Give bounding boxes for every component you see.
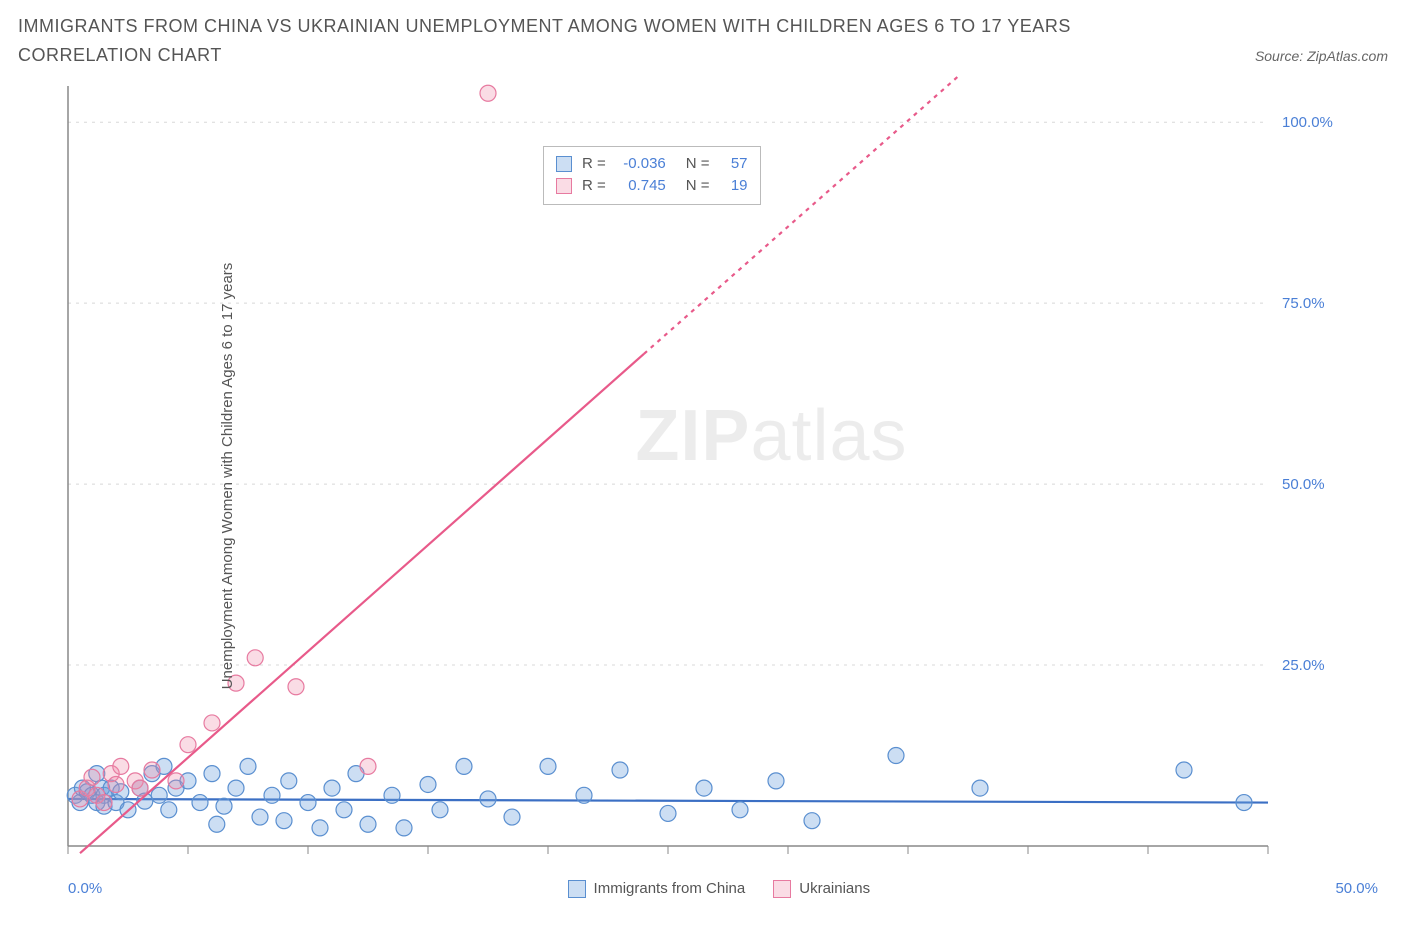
data-point bbox=[96, 794, 112, 810]
data-point bbox=[288, 678, 304, 694]
header-row: IMMIGRANTS FROM CHINA VS UKRAINIAN UNEMP… bbox=[18, 12, 1388, 70]
data-point bbox=[480, 791, 496, 807]
data-point bbox=[480, 85, 496, 101]
data-point bbox=[384, 787, 400, 803]
legend-swatch bbox=[568, 880, 586, 898]
data-point bbox=[247, 649, 263, 665]
data-point bbox=[360, 758, 376, 774]
x-axis-footer: 0.0% Immigrants from China Ukrainians 50.… bbox=[18, 880, 1388, 898]
y-tick-label: 25.0% bbox=[1282, 657, 1325, 674]
data-point bbox=[192, 794, 208, 810]
legend-label: Immigrants from China bbox=[594, 880, 746, 897]
correlation-stats-box: R = -0.036 N = 57 R = 0.745 N = 19 bbox=[543, 146, 761, 205]
data-point bbox=[312, 819, 328, 835]
data-point bbox=[113, 758, 129, 774]
data-point bbox=[612, 762, 628, 778]
data-point bbox=[504, 809, 520, 825]
data-point bbox=[1236, 794, 1252, 810]
data-point bbox=[276, 812, 292, 828]
y-tick-label: 75.0% bbox=[1282, 295, 1325, 312]
n-label: N = bbox=[686, 153, 710, 176]
trend-line-extrapolated bbox=[644, 76, 980, 354]
x-axis-max-label: 50.0% bbox=[1335, 880, 1378, 897]
stats-row: R = -0.036 N = 57 bbox=[556, 153, 748, 176]
data-point bbox=[180, 736, 196, 752]
trend-line bbox=[68, 799, 1268, 803]
x-axis-min-label: 0.0% bbox=[68, 880, 102, 897]
n-value: 57 bbox=[720, 153, 748, 176]
series-legend: Immigrants from China Ukrainians bbox=[568, 880, 871, 898]
data-point bbox=[888, 747, 904, 763]
data-point bbox=[540, 758, 556, 774]
data-point bbox=[420, 776, 436, 792]
data-point bbox=[228, 780, 244, 796]
data-point bbox=[84, 769, 100, 785]
data-point bbox=[151, 787, 167, 803]
series-swatch bbox=[556, 156, 572, 172]
r-label: R = bbox=[582, 175, 606, 198]
n-value: 19 bbox=[720, 175, 748, 198]
data-point bbox=[108, 776, 124, 792]
data-point bbox=[144, 762, 160, 778]
source-attribution: Source: ZipAtlas.com bbox=[1255, 48, 1388, 70]
r-label: R = bbox=[582, 153, 606, 176]
data-point bbox=[804, 812, 820, 828]
data-point bbox=[768, 772, 784, 788]
y-tick-label: 100.0% bbox=[1282, 114, 1333, 131]
data-point bbox=[396, 819, 412, 835]
r-value: -0.036 bbox=[616, 153, 666, 176]
chart-title: IMMIGRANTS FROM CHINA VS UKRAINIAN UNEMP… bbox=[18, 12, 1118, 70]
legend-label: Ukrainians bbox=[799, 880, 870, 897]
data-point bbox=[209, 816, 225, 832]
legend-item: Immigrants from China bbox=[568, 880, 746, 898]
data-point bbox=[360, 816, 376, 832]
legend-item: Ukrainians bbox=[773, 880, 870, 898]
data-point bbox=[1176, 762, 1192, 778]
data-point bbox=[240, 758, 256, 774]
chart-container: Unemployment Among Women with Children A… bbox=[18, 76, 1388, 876]
data-point bbox=[252, 809, 268, 825]
y-axis-label: Unemployment Among Women with Children A… bbox=[219, 262, 236, 689]
data-point bbox=[161, 801, 177, 817]
data-point bbox=[300, 794, 316, 810]
data-point bbox=[204, 715, 220, 731]
data-point bbox=[732, 801, 748, 817]
data-point bbox=[336, 801, 352, 817]
series-swatch bbox=[556, 178, 572, 194]
data-point bbox=[281, 772, 297, 788]
data-point bbox=[432, 801, 448, 817]
data-point bbox=[972, 780, 988, 796]
data-point bbox=[216, 798, 232, 814]
y-tick-label: 50.0% bbox=[1282, 476, 1325, 493]
data-point bbox=[264, 787, 280, 803]
data-point bbox=[576, 787, 592, 803]
data-point bbox=[660, 805, 676, 821]
data-point bbox=[696, 780, 712, 796]
data-point bbox=[324, 780, 340, 796]
stats-row: R = 0.745 N = 19 bbox=[556, 175, 748, 198]
data-point bbox=[168, 772, 184, 788]
data-point bbox=[132, 780, 148, 796]
legend-swatch bbox=[773, 880, 791, 898]
data-point bbox=[456, 758, 472, 774]
r-value: 0.745 bbox=[616, 175, 666, 198]
n-label: N = bbox=[686, 175, 710, 198]
data-point bbox=[204, 765, 220, 781]
